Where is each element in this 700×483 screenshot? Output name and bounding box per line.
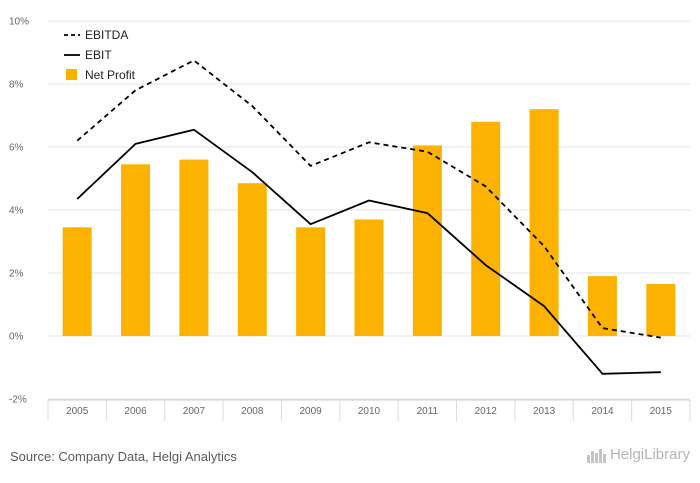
net-profit-bar [121, 164, 151, 336]
net-profit-bar [237, 183, 267, 336]
net-profit-bar [296, 227, 326, 336]
library-icon [586, 447, 607, 463]
legend: EBITDA EBIT Net Profit [64, 28, 136, 82]
ebitda-line [76, 59, 661, 339]
x-tick-label: 2012 [475, 406, 498, 417]
y-tick-label: 2% [9, 269, 24, 280]
y-tick-label: 4% [9, 206, 24, 217]
x-tick-label: 2010 [358, 406, 381, 417]
x-tick-label: 2006 [124, 406, 147, 417]
y-tick-label: 10% [9, 17, 29, 28]
y-tick-label: -2% [9, 395, 27, 406]
net-profit-bar [471, 121, 501, 336]
net-profit-bar [179, 159, 209, 336]
x-tick-label: 2008 [241, 406, 264, 417]
y-tick-label: 6% [9, 143, 24, 154]
net-profit-bar [412, 145, 442, 336]
x-tick-label: 2007 [183, 406, 206, 417]
net-profit-bars [62, 109, 676, 336]
source-note: Source: Company Data, Helgi Analytics [10, 449, 237, 464]
legend-swatch-net-profit [66, 69, 77, 80]
brand-name: HelgiLibrary [609, 446, 690, 463]
legend-label: Net Profit [85, 68, 136, 82]
y-tick-label: 8% [9, 80, 24, 91]
legend-label: EBITDA [85, 28, 128, 42]
net-profit-bar [646, 284, 676, 336]
x-tick-label: 2015 [650, 406, 673, 417]
chart: 2005 2006 2007 2008 2009 2010 2011 2012 2013 2014… [9, 17, 691, 421]
x-tick-label: 2013 [533, 406, 556, 417]
x-axis: 2005 2006 2007 2008 2009 2010 2011 2012 2013 2014… [47, 399, 691, 421]
x-tick-label: 2009 [300, 406, 323, 417]
net-profit-bar [62, 227, 92, 336]
x-tick-label: 2014 [591, 406, 614, 417]
y-axis: -2% 0% 2% 4% 6% 8% 10% [9, 17, 29, 406]
net-profit-bar [529, 109, 559, 336]
ebit-line [76, 128, 661, 375]
net-profit-bar [587, 276, 617, 336]
x-tick-label: 2011 [417, 406, 439, 417]
x-tick-label: 2005 [66, 406, 89, 417]
brand-logo[interactable]: HelgiLibrary [586, 446, 690, 463]
y-tick-label: 0% [9, 332, 24, 343]
net-profit-bar [354, 219, 384, 336]
legend-label: EBIT [85, 48, 112, 62]
series-lines [76, 59, 661, 375]
